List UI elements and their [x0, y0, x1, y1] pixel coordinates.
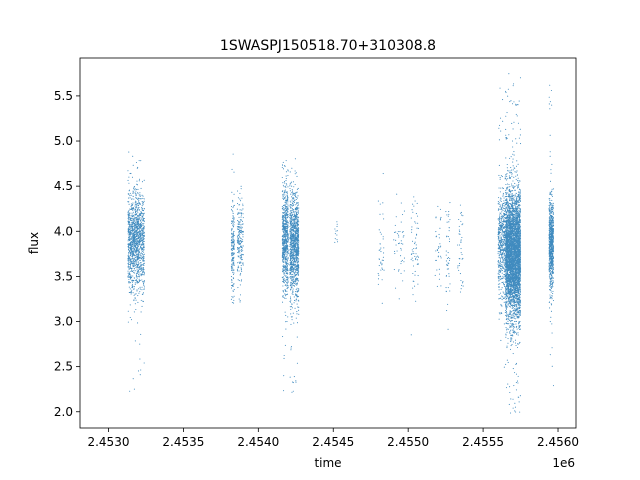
chart-title: 1SWASPJ150518.70+310308.8 — [220, 38, 436, 54]
y-axis-label: flux — [27, 232, 41, 254]
y-axis: 2.0 2.5 3.0 3.5 4.0 4.5 5.0 5.5 — [54, 89, 80, 419]
y-tick-label: 2.5 — [54, 360, 73, 374]
x-axis-label: time — [314, 456, 341, 470]
y-tick-label: 3.5 — [54, 269, 73, 283]
data-points — [127, 73, 555, 414]
y-tick-label: 4.5 — [54, 179, 73, 193]
x-tick-label: 2.4530 — [87, 435, 129, 449]
y-tick-label: 5.0 — [54, 134, 73, 148]
x-axis: 2.4530 2.4535 2.4540 2.4545 2.4550 2.4555 2.45… — [87, 428, 579, 449]
x-tick-label: 2.4555 — [462, 435, 504, 449]
x-tick-label: 2.4550 — [387, 435, 429, 449]
x-tick-label: 2.4560 — [537, 435, 579, 449]
x-tick-label: 2.4535 — [162, 435, 204, 449]
y-tick-label: 4.0 — [54, 224, 73, 238]
plot-frame — [79, 57, 577, 429]
y-tick-label: 2.0 — [54, 405, 73, 419]
x-tick-label: 2.4545 — [312, 435, 354, 449]
x-tick-label: 2.4540 — [237, 435, 279, 449]
y-tick-label: 3.0 — [54, 315, 73, 329]
x-axis-offset-label: 1e6 — [552, 456, 575, 470]
scatter-points — [127, 73, 555, 414]
y-tick-label: 5.5 — [54, 89, 73, 103]
